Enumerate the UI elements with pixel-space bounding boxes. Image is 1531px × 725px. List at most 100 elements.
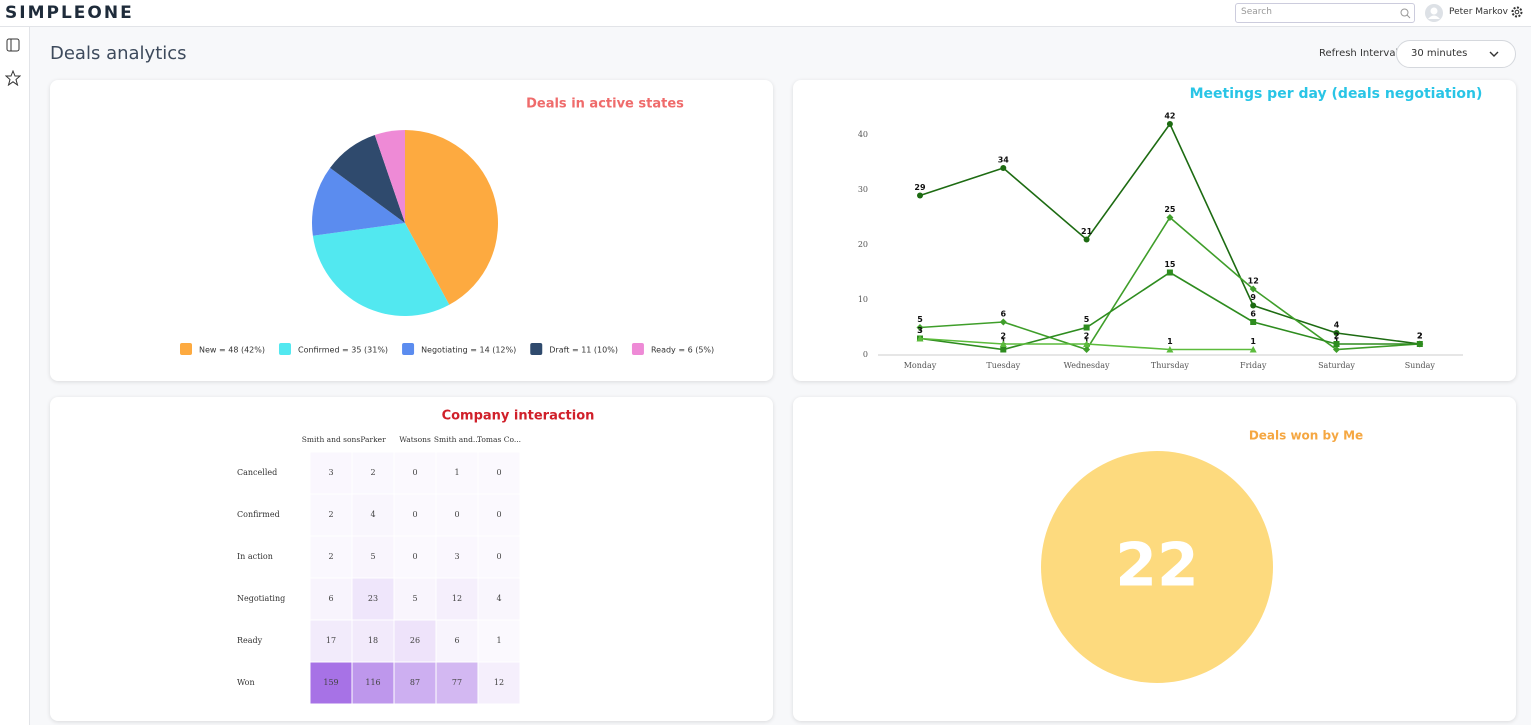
heat-cell — [436, 452, 478, 494]
x-tick-label: Thursday — [1151, 361, 1189, 370]
row-label: Cancelled — [237, 468, 277, 477]
point — [1416, 341, 1423, 347]
data-label: 5 — [917, 315, 923, 324]
chart-title: Meetings per day (deals negotiation) — [1190, 86, 1483, 102]
data-label: 2 — [1417, 332, 1423, 341]
heat-cell — [352, 452, 394, 494]
point — [917, 192, 923, 199]
column-label: Tomas Co... — [477, 435, 521, 444]
cell-label: 4 — [370, 510, 375, 519]
page-title: Deals analytics — [50, 43, 187, 64]
cell-label: 0 — [496, 468, 501, 477]
chart-title: Company interaction — [442, 409, 595, 424]
heat-cell — [436, 662, 478, 704]
heat-cell — [352, 620, 394, 662]
heat-cell — [478, 452, 520, 494]
heat-cell — [478, 662, 520, 704]
sidebar — [0, 27, 30, 725]
search-box[interactable]: Search — [1235, 3, 1415, 23]
pie-slice — [330, 135, 405, 223]
cell-label: 17 — [326, 636, 336, 645]
cell-label: 12 — [494, 678, 504, 687]
refresh-label: Refresh Interval — [1319, 48, 1399, 59]
x-tick-label: Tuesday — [986, 361, 1020, 370]
point — [916, 324, 924, 331]
point — [1249, 346, 1257, 353]
data-label: 2 — [1417, 332, 1423, 341]
data-label: 42 — [1164, 112, 1175, 121]
legend-swatch — [402, 343, 415, 355]
refresh-dropdown[interactable]: 30 minutes — [1396, 40, 1516, 68]
heat-cell — [310, 578, 352, 620]
cell-label: 2 — [370, 468, 375, 477]
data-label: 2 — [1084, 332, 1090, 341]
heat-cell — [394, 536, 436, 578]
point — [1166, 214, 1174, 221]
legend-label: Ready = 6 (5%) — [651, 346, 714, 355]
logo[interactable]: SIMPLEONE — [5, 3, 134, 23]
favorites[interactable] — [5, 70, 21, 86]
row-label: Confirmed — [237, 510, 280, 519]
cell-label: 0 — [496, 552, 501, 561]
column-label: Smith and... — [434, 435, 480, 444]
series-line — [919, 122, 1420, 345]
column-label: Smith and sons — [302, 435, 361, 444]
point — [1083, 324, 1090, 331]
value-circle — [1041, 451, 1273, 683]
point — [916, 335, 924, 342]
heat-cell — [478, 620, 520, 662]
point — [1333, 341, 1340, 347]
legend-swatch — [530, 343, 543, 355]
cell-label: 3 — [454, 552, 459, 561]
cell-label: 77 — [452, 678, 462, 687]
pie-slice — [374, 130, 405, 223]
y-tick-label: 10 — [858, 295, 868, 304]
card: Deals won by Me 22 — [793, 397, 1516, 721]
y-tick-label: 40 — [858, 130, 868, 139]
x-tick-label: Friday — [1240, 361, 1267, 370]
heat-cell — [310, 452, 352, 494]
heat-cell — [310, 662, 352, 704]
point — [1333, 346, 1340, 353]
chart-title: Deals in active states — [526, 97, 684, 112]
legend-swatch — [180, 343, 192, 355]
cell-label: 18 — [368, 636, 378, 645]
y-tick-label: 0 — [863, 350, 868, 359]
chevron — [1489, 51, 1499, 57]
heat-cell — [394, 494, 436, 536]
avatar[interactable] — [1424, 3, 1444, 23]
cell-label: 87 — [410, 678, 420, 687]
cell-label: 159 — [323, 678, 338, 687]
cell-label: 12 — [452, 594, 462, 603]
cell-label: 26 — [410, 636, 420, 645]
heat-cell — [310, 620, 352, 662]
point — [1083, 340, 1091, 347]
legend-label: New = 48 (42%) — [199, 346, 265, 355]
row-label: Negotiating — [237, 594, 285, 603]
heat-cell — [478, 578, 520, 620]
data-label: 15 — [1164, 260, 1176, 269]
data-label: 1 — [1167, 337, 1173, 346]
card: Meetings per day (deals negotiation) 0 10 2… — [793, 80, 1516, 381]
cell-label: 3 — [328, 468, 333, 477]
search-placeholder: Search — [1241, 7, 1272, 17]
user-name[interactable]: Peter Markov — [1449, 7, 1508, 17]
point — [1083, 236, 1090, 243]
heat-cell — [310, 536, 352, 578]
heat-cell — [394, 620, 436, 662]
settings-icon[interactable] — [1510, 5, 1524, 19]
legend-swatch — [631, 343, 644, 355]
data-label: 2 — [1001, 332, 1007, 341]
card: Company interaction Smith and sons Parker W… — [50, 397, 773, 721]
cell-label: 0 — [454, 510, 459, 519]
data-label: 25 — [1164, 205, 1176, 214]
heat-cell — [394, 662, 436, 704]
row-label: In action — [237, 552, 273, 561]
y-tick-label: 20 — [858, 240, 868, 249]
heat-cell — [310, 494, 352, 536]
data-label: 5 — [1084, 315, 1090, 324]
panel-toggle[interactable] — [6, 38, 20, 52]
heat-cell — [352, 662, 394, 704]
row-label: Ready — [237, 636, 263, 645]
data-label: 21 — [1081, 227, 1093, 236]
